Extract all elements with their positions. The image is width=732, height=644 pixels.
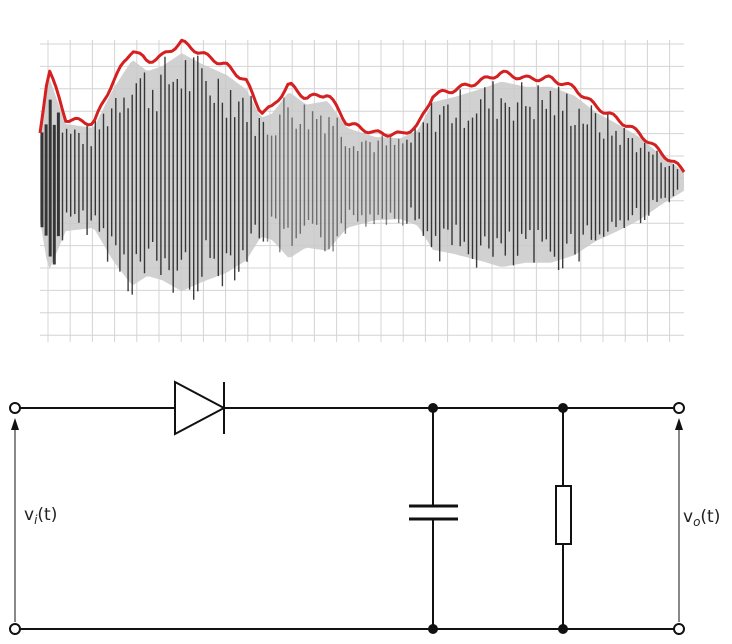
junction-dot: [428, 624, 438, 634]
input-voltage-label: vi(t): [24, 505, 57, 527]
junction-dot: [558, 624, 568, 634]
output-arrow-head: [675, 418, 683, 430]
envelope-curve: [38, 38, 686, 173]
input-arrow-head: [11, 418, 19, 430]
diode-triangle: [174, 380, 227, 436]
resistor: [555, 408, 572, 629]
junction-dot: [428, 403, 438, 413]
output-voltage-label: vo(t): [683, 507, 720, 529]
input-terminal-top: [9, 402, 21, 414]
output-terminal-top: [673, 402, 685, 414]
input-terminal-bottom: [9, 623, 21, 635]
capacitor: [409, 408, 458, 629]
waveform-oscillations: [40, 55, 679, 300]
waveform-plot: [38, 38, 686, 342]
resistor-body: [555, 485, 572, 545]
rectifier-circuit: [9, 380, 685, 635]
output-terminal-bottom: [673, 623, 685, 635]
diode: [174, 380, 227, 436]
junction-dot: [558, 403, 568, 413]
